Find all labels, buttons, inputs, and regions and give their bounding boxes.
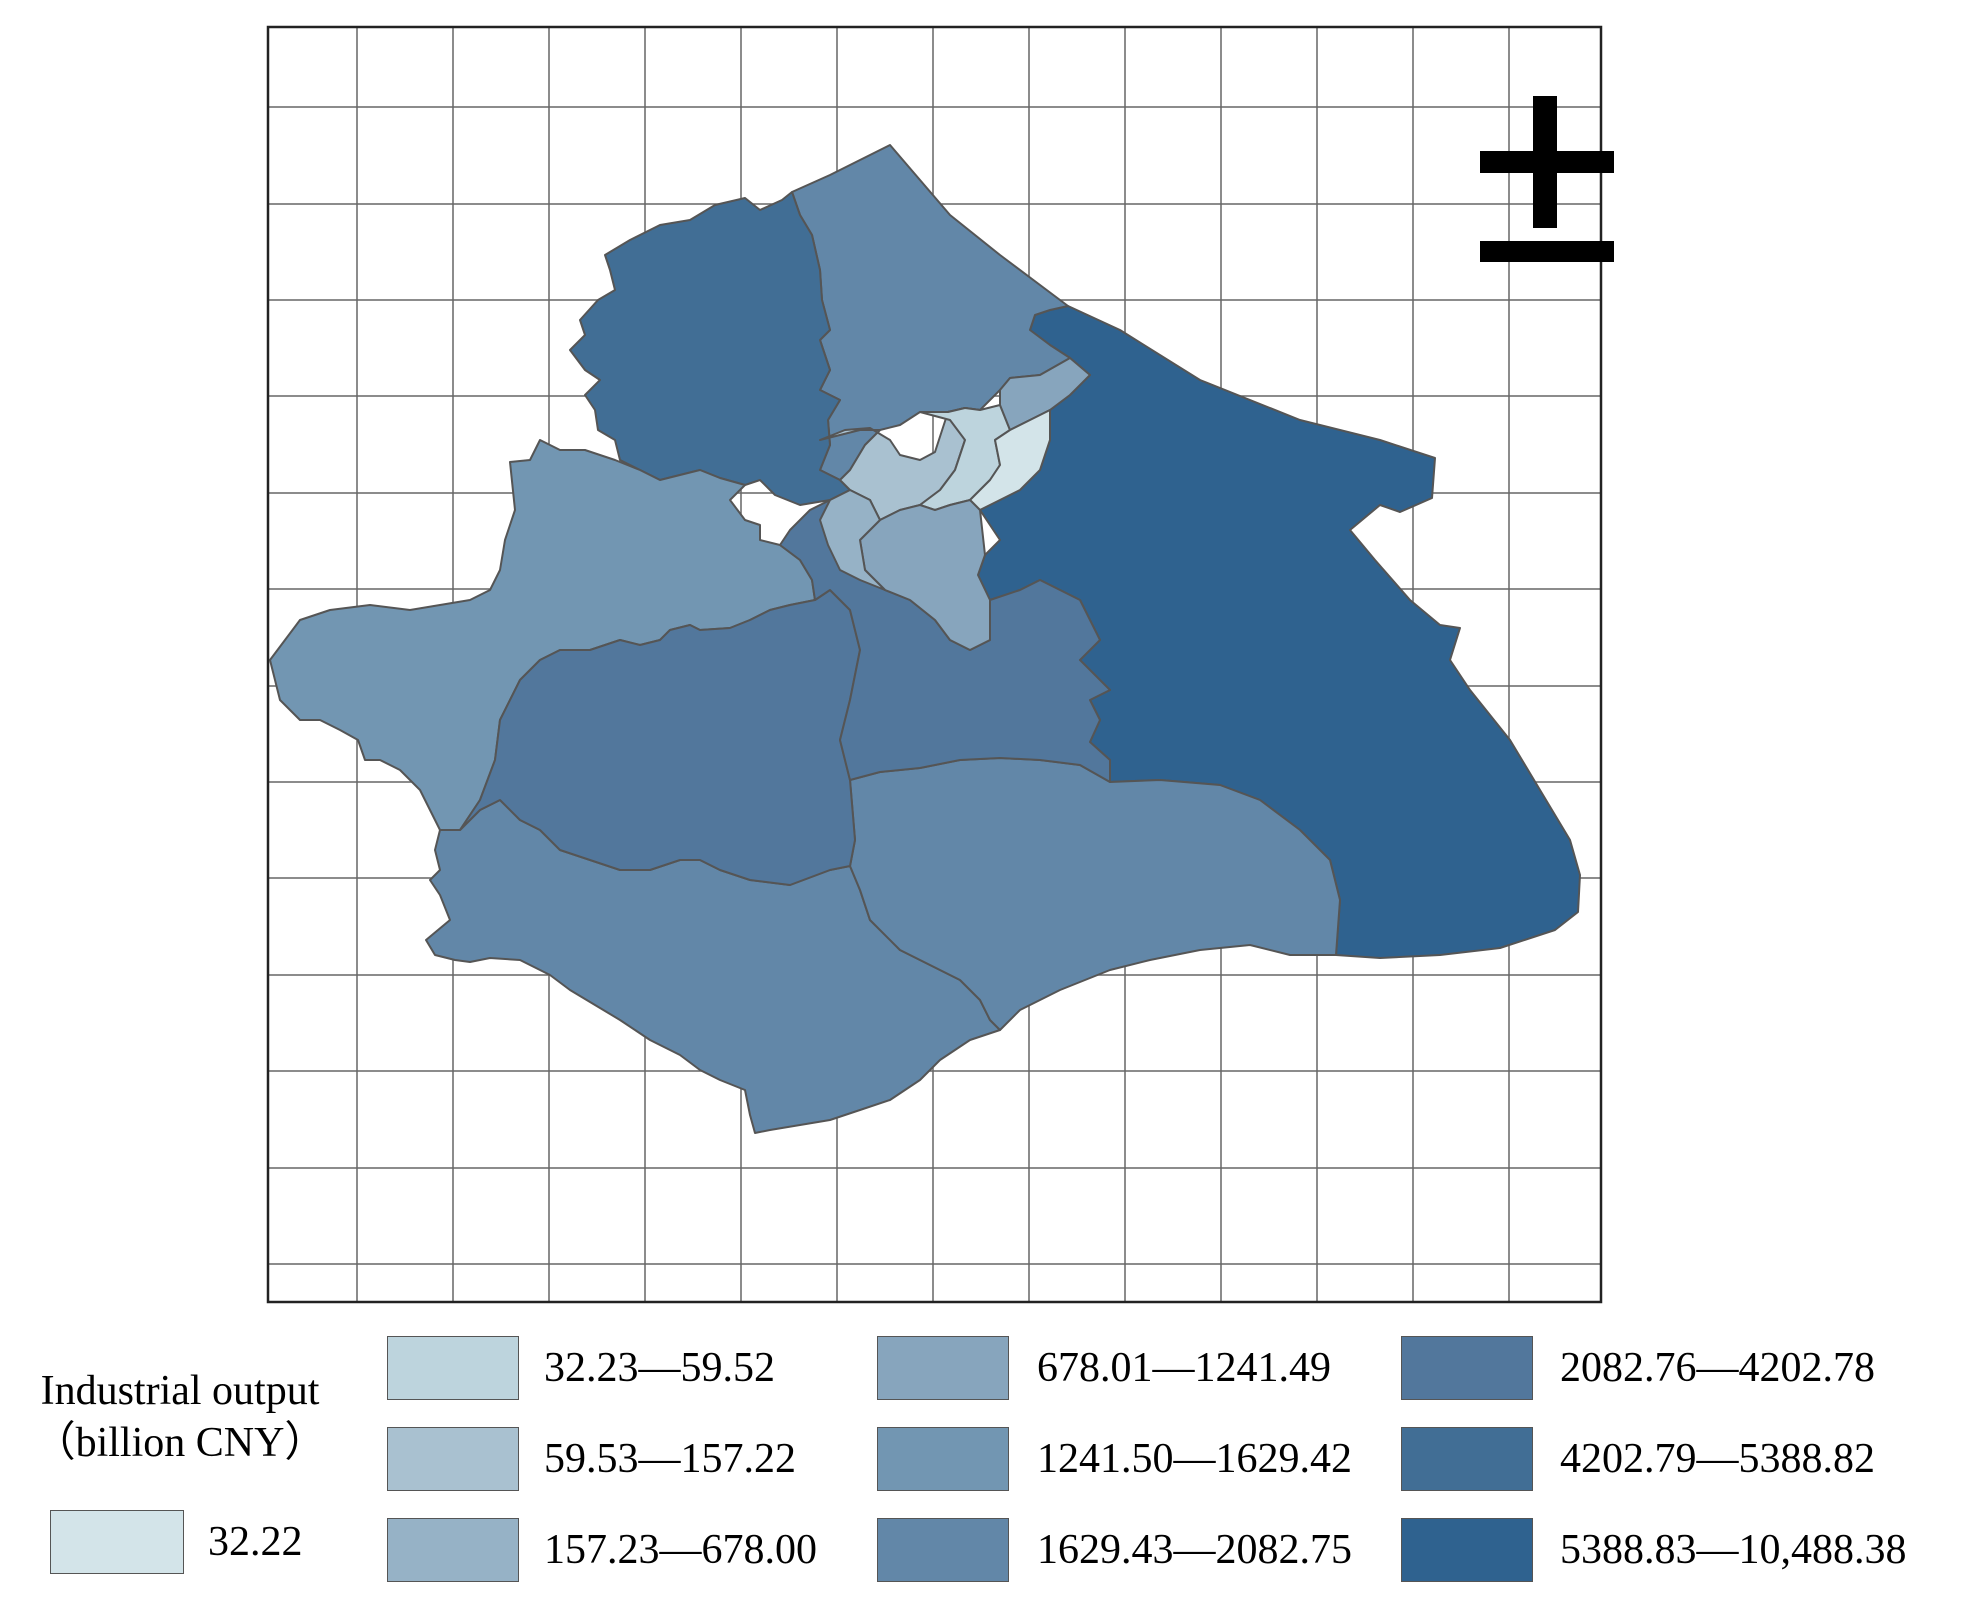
map-regions (269, 144, 1581, 1134)
legend-swatch (387, 1336, 519, 1400)
legend-label: 1241.50—1629.42 (1037, 1436, 1352, 1482)
region-urban-north (999, 357, 1091, 431)
region-central-west (459, 589, 861, 886)
legend-title-line2: （billion CNY） (33, 1420, 327, 1466)
legend-swatch (877, 1336, 1009, 1400)
legend-swatch (387, 1427, 519, 1491)
legend-swatch (387, 1518, 519, 1582)
legend-label: 157.23—678.00 (544, 1527, 817, 1573)
region-urban-southwest (819, 489, 886, 591)
legend-title: Industrial output （billion CNY） (20, 1365, 340, 1469)
legend-label: 2082.76—4202.78 (1560, 1345, 1875, 1391)
north-arrow-icon (1480, 96, 1614, 262)
legend-swatch (877, 1427, 1009, 1491)
legend-label: 5388.83—10,488.38 (1560, 1527, 1907, 1573)
legend-swatch-base (50, 1510, 184, 1574)
legend-label: 59.53—157.22 (544, 1436, 796, 1482)
legend-swatch (1401, 1336, 1533, 1400)
legend-label: 32.23—59.52 (544, 1345, 775, 1391)
region-northwest (569, 191, 851, 506)
region-urban-east (969, 409, 1051, 511)
legend-title-line1: Industrial output (40, 1368, 320, 1414)
legend-label: 678.01—1241.49 (1037, 1345, 1331, 1391)
legend-swatch (877, 1518, 1009, 1582)
legend-label: 1629.43—2082.75 (1037, 1527, 1352, 1573)
legend-label: 4202.79—5388.82 (1560, 1436, 1875, 1482)
choropleth-map (266, 25, 1614, 1304)
legend-swatch (1401, 1518, 1533, 1582)
legend-swatch (1401, 1427, 1533, 1491)
map-frame-border (266, 25, 1603, 1304)
legend-label-base: 32.22 (208, 1519, 303, 1565)
